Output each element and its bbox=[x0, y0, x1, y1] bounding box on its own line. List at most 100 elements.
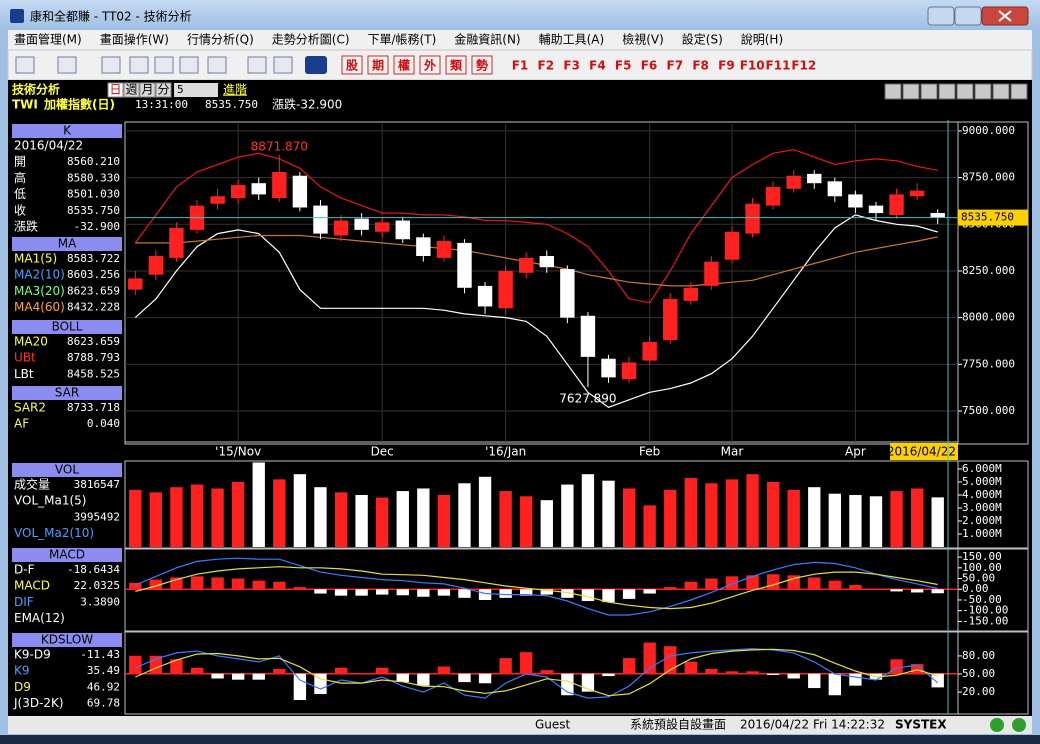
histogram-bar bbox=[602, 589, 615, 603]
menu-item[interactable]: 畫面管理(M) bbox=[14, 32, 82, 47]
toolbar-button[interactable] bbox=[471, 55, 493, 75]
menu-item[interactable]: 金融資訊(N) bbox=[454, 32, 520, 47]
period-label[interactable]: 分 bbox=[157, 83, 169, 97]
price: 8535.750 bbox=[205, 98, 258, 111]
function-key[interactable]: F7 bbox=[667, 59, 684, 73]
indicator-value: 3816547 bbox=[74, 478, 120, 491]
histogram-bar bbox=[499, 589, 512, 598]
menu-item[interactable]: 輔助工具(A) bbox=[539, 33, 605, 47]
tool-icon[interactable] bbox=[129, 56, 149, 74]
y-tick-label: 80.00 bbox=[962, 649, 995, 662]
indicator-label: J(3D-2K) bbox=[13, 696, 64, 710]
histogram-bar bbox=[910, 589, 924, 593]
histogram-bar bbox=[129, 582, 142, 590]
toolbar-button-label[interactable]: 類 bbox=[449, 58, 463, 73]
interval-box[interactable] bbox=[174, 83, 218, 97]
time: 13:31:00 bbox=[135, 98, 188, 111]
period-label[interactable]: 月 bbox=[141, 83, 153, 97]
function-key[interactable]: F6 bbox=[641, 59, 658, 73]
menu-item[interactable]: 畫面操作(W) bbox=[100, 32, 169, 47]
indicator-label: AF bbox=[14, 417, 29, 431]
panel-title: 技術分析 bbox=[12, 82, 60, 97]
function-key[interactable]: F2 bbox=[538, 59, 555, 73]
function-key[interactable]: F10 bbox=[740, 59, 765, 73]
chart-tool-icon[interactable] bbox=[974, 83, 992, 100]
toolbar-button[interactable] bbox=[367, 55, 389, 75]
volume-bar bbox=[910, 488, 924, 547]
section-title: SAR bbox=[55, 386, 79, 400]
histogram-bar bbox=[725, 671, 739, 674]
volume-bar bbox=[293, 474, 307, 547]
chart-tool-icon[interactable] bbox=[884, 83, 902, 100]
function-key[interactable]: F8 bbox=[692, 59, 709, 73]
function-key[interactable]: F4 bbox=[589, 59, 606, 73]
indicator-value: 69.78 bbox=[87, 697, 120, 710]
advanced-link[interactable]: 進階 bbox=[223, 82, 247, 97]
menu-item[interactable]: 下單/帳務(T) bbox=[368, 33, 437, 47]
indicator-value: 0.040 bbox=[87, 417, 120, 430]
function-key[interactable]: F3 bbox=[563, 59, 580, 73]
y-tick-label: -100.00 bbox=[962, 604, 1008, 617]
chart-tool-icon[interactable] bbox=[902, 83, 920, 100]
histogram-bar bbox=[170, 577, 183, 590]
candle-body bbox=[786, 175, 801, 189]
toolbar-button[interactable] bbox=[393, 55, 415, 75]
histogram-bar bbox=[520, 589, 533, 596]
period-button[interactable] bbox=[155, 82, 172, 98]
toolbar-button-label[interactable]: 勢 bbox=[476, 58, 488, 73]
function-key[interactable]: F1 bbox=[512, 59, 529, 73]
histogram-bar bbox=[581, 673, 595, 692]
tool-icon[interactable] bbox=[57, 56, 77, 74]
period-button[interactable] bbox=[107, 82, 124, 98]
menu-item[interactable]: 設定(S) bbox=[682, 32, 723, 47]
candle-body bbox=[519, 257, 534, 273]
histogram-bar bbox=[622, 589, 636, 599]
chart-tool-icon[interactable] bbox=[956, 83, 974, 100]
minimize-button[interactable] bbox=[927, 6, 955, 26]
interval[interactable]: 5 bbox=[177, 83, 184, 96]
x-tick-label: '16/Jan bbox=[485, 445, 526, 459]
period-button[interactable] bbox=[139, 82, 156, 98]
toolbar-button[interactable] bbox=[341, 55, 363, 75]
logo-icon[interactable] bbox=[305, 56, 327, 74]
y-tick-label: 5.000M bbox=[962, 475, 1002, 488]
toolbar-button-label[interactable]: 股 bbox=[346, 58, 359, 73]
function-key[interactable]: F9 bbox=[718, 59, 735, 73]
menu-item[interactable]: 說明(H) bbox=[741, 32, 783, 47]
menu-item[interactable]: 走勢分析圖(C) bbox=[272, 32, 350, 47]
maximize-button[interactable] bbox=[954, 6, 982, 26]
chart-tool-icon[interactable] bbox=[992, 83, 1010, 100]
toolbar-button-label[interactable]: 權 bbox=[398, 58, 410, 73]
candle-body bbox=[539, 256, 554, 268]
tool-icon[interactable] bbox=[15, 56, 35, 74]
change: 漲跌-32.900 bbox=[272, 97, 342, 112]
chart-tool-icon[interactable] bbox=[1010, 83, 1028, 100]
tool-icon[interactable] bbox=[179, 56, 199, 74]
toolbar-button[interactable] bbox=[445, 55, 467, 75]
indicator-label: SAR2 bbox=[14, 401, 46, 415]
tool-icon[interactable] bbox=[154, 56, 174, 74]
tool-icon[interactable] bbox=[101, 56, 121, 74]
toolbar-button-label[interactable]: 期 bbox=[372, 58, 384, 73]
function-key[interactable]: F11 bbox=[766, 59, 791, 73]
tool-icon[interactable] bbox=[273, 56, 293, 74]
toolbar-button[interactable] bbox=[419, 55, 441, 75]
chart-tool-icon[interactable] bbox=[938, 83, 956, 100]
function-key[interactable]: F12 bbox=[791, 59, 816, 73]
menu-item[interactable]: 行情分析(Q) bbox=[187, 33, 254, 47]
candle-body bbox=[169, 228, 184, 258]
volume-bar bbox=[314, 487, 327, 547]
chart-tool-icon[interactable] bbox=[920, 83, 938, 100]
tool-icon[interactable] bbox=[247, 56, 267, 74]
tool-icon[interactable] bbox=[207, 56, 227, 74]
candle-body bbox=[621, 362, 637, 380]
indicator-value: -32.900 bbox=[74, 220, 120, 233]
histogram-bar bbox=[252, 673, 265, 680]
period-label[interactable]: 週 bbox=[125, 83, 137, 97]
y-tick-label: 7750.000 bbox=[962, 357, 1015, 370]
period-button[interactable] bbox=[123, 82, 140, 98]
period-label[interactable]: 日 bbox=[109, 83, 121, 97]
function-key[interactable]: F5 bbox=[615, 59, 632, 73]
menu-item[interactable]: 檢視(V) bbox=[622, 32, 664, 47]
toolbar-button-label[interactable]: 外 bbox=[424, 58, 436, 73]
